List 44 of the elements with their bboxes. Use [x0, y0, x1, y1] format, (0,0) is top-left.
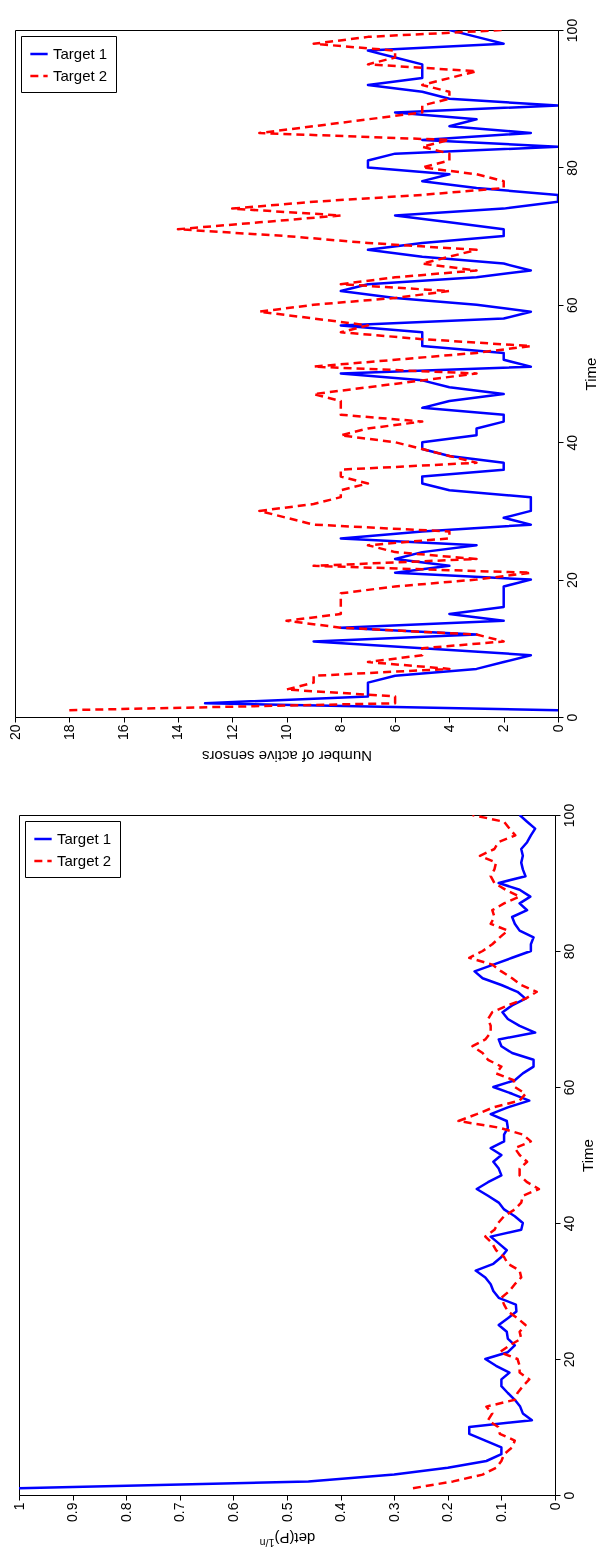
line-series: [411, 815, 541, 1490]
x-tick-label: 1: [10, 1502, 27, 1511]
legend-label: Target 2: [53, 67, 108, 84]
x-tick-label: 0.3: [385, 1502, 402, 1522]
x-tick-label: 0: [546, 1502, 563, 1511]
x-tick-label: 2: [495, 724, 512, 733]
x-tick-label: 20: [6, 724, 23, 741]
x-tick-label: 0.4: [332, 1502, 349, 1522]
x-tick-label: 10: [278, 724, 294, 741]
x-tick-label: 6: [386, 724, 403, 733]
x-tick-label: 0: [549, 724, 566, 733]
x-tick-label: 0.6: [224, 1502, 241, 1522]
y-axis-title: Time: [581, 357, 599, 391]
x-tick-label: 0.8: [117, 1502, 134, 1522]
y-tick-label: 80: [560, 943, 577, 960]
legend-label: Target 1: [57, 830, 112, 847]
x-tick-label: 18: [60, 724, 77, 741]
y-tick-label: 0: [563, 713, 580, 722]
y-tick-label: 100: [560, 803, 577, 828]
x-tick-label: 0.2: [439, 1502, 456, 1522]
legend-label: Target 2: [57, 852, 112, 869]
x-tick-label: 0.7: [171, 1502, 188, 1522]
y-tick-label: 100: [563, 18, 580, 43]
x-tick-label: 4: [440, 724, 457, 733]
y-tick-label: 80: [563, 159, 580, 176]
y-axis-title: Time: [578, 1139, 596, 1172]
y-tick-label: 0: [560, 1491, 577, 1500]
legend-label: Target 1: [53, 45, 108, 62]
x-tick-label: 0.9: [64, 1502, 81, 1522]
line-series: [19, 815, 537, 1490]
y-tick-label: 40: [560, 1215, 577, 1232]
x-tick-label: 0.1: [492, 1502, 509, 1522]
x-tick-label: 16: [115, 724, 132, 741]
y-tick-label: 60: [563, 297, 580, 314]
x-tick-label: 8: [332, 724, 349, 733]
x-tick-label: 14: [169, 724, 186, 741]
line-series: [203, 30, 558, 712]
y-tick-label: 20: [563, 572, 580, 588]
x-axis-title: Number of active sensors: [201, 748, 373, 766]
y-tick-label: 60: [560, 1079, 577, 1096]
y-tick-label: 20: [560, 1351, 577, 1368]
y-tick-label: 40: [563, 434, 580, 451]
x-tick-label: 0.5: [278, 1502, 295, 1522]
x-tick-label: 12: [223, 724, 240, 741]
